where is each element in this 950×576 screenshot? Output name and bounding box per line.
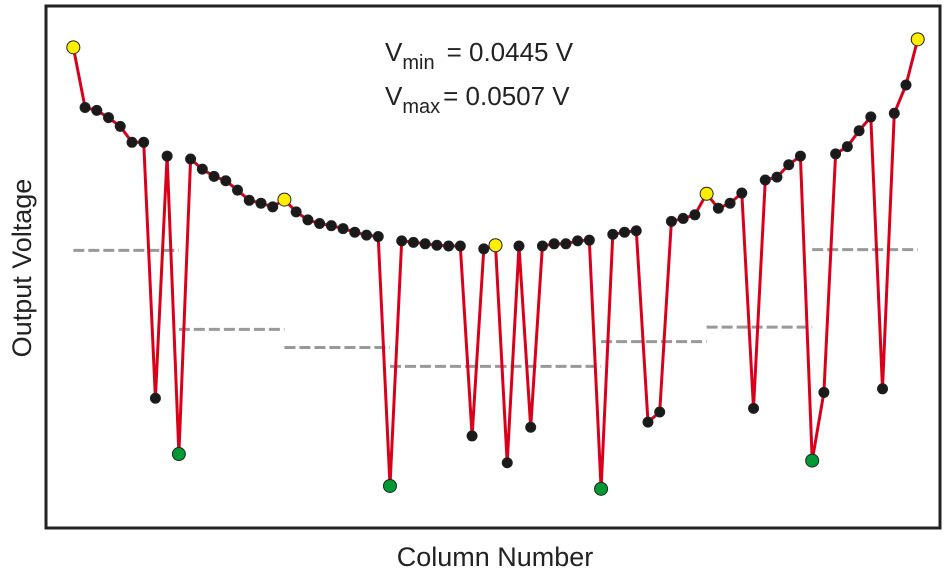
data-point-17	[255, 197, 267, 209]
data-point-14	[220, 175, 232, 187]
vmin-annotation: Vmin = 0.0445 V	[385, 37, 574, 74]
data-point-61	[771, 171, 783, 183]
data-point-32	[431, 239, 443, 251]
data-point-65	[818, 386, 830, 398]
data-point-3	[91, 104, 103, 116]
data-point-63	[794, 150, 806, 162]
data-point-44	[572, 235, 584, 247]
max-marker-point-55	[699, 186, 714, 201]
data-point-29	[396, 235, 408, 247]
data-point-18	[267, 201, 279, 213]
data-point-6	[126, 136, 138, 148]
data-point-36	[478, 243, 490, 255]
y-axis-label: Output Voltage	[7, 179, 37, 358]
data-point-68	[853, 125, 865, 137]
data-point-30	[407, 236, 419, 248]
data-point-67	[841, 141, 853, 153]
data-point-70	[877, 383, 889, 395]
data-point-31	[419, 238, 431, 250]
data-point-11	[185, 153, 197, 165]
data-point-60	[759, 174, 771, 186]
data-point-71	[888, 107, 900, 119]
data-point-23	[325, 220, 337, 232]
max-marker-point-37	[488, 238, 503, 253]
data-point-47	[607, 228, 619, 240]
min-marker-point-46	[594, 481, 609, 496]
data-point-69	[865, 111, 877, 123]
data-point-39	[513, 240, 525, 252]
data-point-15	[232, 184, 244, 196]
data-point-66	[830, 148, 842, 160]
min-marker-point-28	[382, 478, 397, 493]
data-point-12	[196, 163, 208, 175]
plot-frame	[44, 4, 942, 530]
max-marker-point-73	[910, 32, 925, 47]
data-point-51	[654, 406, 666, 418]
data-point-20	[290, 206, 302, 218]
data-point-49	[630, 225, 642, 237]
data-point-62	[783, 159, 795, 171]
data-point-45	[583, 234, 595, 246]
data-point-38	[501, 457, 513, 469]
data-point-27	[372, 231, 384, 243]
data-point-33	[443, 240, 455, 252]
max-marker-point-19	[277, 192, 292, 207]
data-point-59	[748, 402, 760, 414]
data-point-16	[243, 194, 255, 206]
data-point-58	[736, 187, 748, 199]
data-point-52	[665, 215, 677, 227]
data-point-40	[525, 421, 537, 433]
data-point-8	[149, 392, 161, 404]
data-point-41	[536, 240, 548, 252]
data-point-24	[337, 223, 349, 235]
data-point-9	[161, 150, 173, 162]
max-marker-point-1	[66, 40, 81, 55]
data-point-5	[114, 120, 126, 132]
vmax-annotation: Vmax = 0.0507 V	[385, 81, 570, 118]
data-point-2	[79, 102, 91, 113]
data-point-43	[560, 238, 572, 250]
data-point-72	[900, 79, 912, 91]
data-point-57	[724, 197, 736, 209]
data-points	[66, 32, 925, 496]
data-point-4	[103, 112, 115, 124]
data-point-7	[138, 136, 150, 148]
data-point-25	[349, 226, 361, 238]
min-marker-point-64	[805, 453, 820, 468]
data-point-13	[208, 170, 220, 182]
data-point-22	[314, 218, 326, 229]
data-point-42	[548, 238, 560, 250]
data-point-26	[361, 229, 373, 241]
min-marker-point-10	[171, 447, 186, 462]
data-point-56	[712, 202, 724, 214]
x-axis-label: Column Number	[397, 542, 594, 572]
data-point-34	[454, 240, 466, 252]
data-point-35	[466, 430, 478, 442]
data-point-54	[689, 209, 701, 221]
data-point-53	[677, 212, 689, 224]
data-point-21	[302, 214, 314, 226]
data-point-50	[642, 416, 654, 428]
data-point-48	[619, 226, 631, 238]
